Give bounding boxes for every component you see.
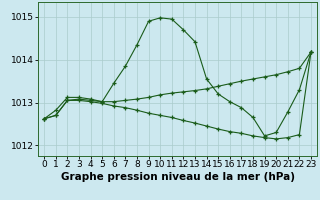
X-axis label: Graphe pression niveau de la mer (hPa): Graphe pression niveau de la mer (hPa) — [60, 172, 295, 182]
